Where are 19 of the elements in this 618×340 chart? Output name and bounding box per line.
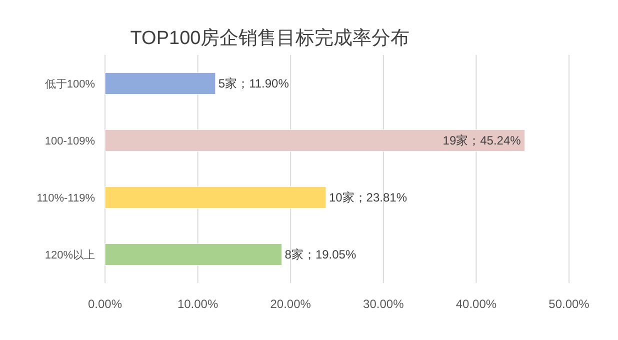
x-tick-label: 30.00% [363,297,404,311]
y-tick-label: 低于100% [44,78,96,90]
y-tick-label: 110%-119% [36,192,96,204]
data-label: 10家；23.81% [328,190,408,204]
data-label: 19家；45.24% [442,134,522,148]
data-label: 8家；19.05% [284,248,356,262]
data-label: 5家；11.90% [218,76,290,90]
bar [104,129,526,152]
bar [104,186,326,209]
x-tick-label: 0.00% [88,297,122,311]
x-tick-label: 50.00% [548,297,590,311]
y-tick-label: 100-109% [44,136,96,148]
chart-title: TOP100房企销售目标完成率分布 [130,27,410,49]
bar [104,72,216,95]
y-tick-label: 120%以上 [44,248,95,262]
bar [104,243,282,266]
x-tick-label: 40.00% [456,297,497,311]
x-tick-label: 20.00% [270,297,312,311]
x-tick-label: 10.00% [177,297,218,311]
